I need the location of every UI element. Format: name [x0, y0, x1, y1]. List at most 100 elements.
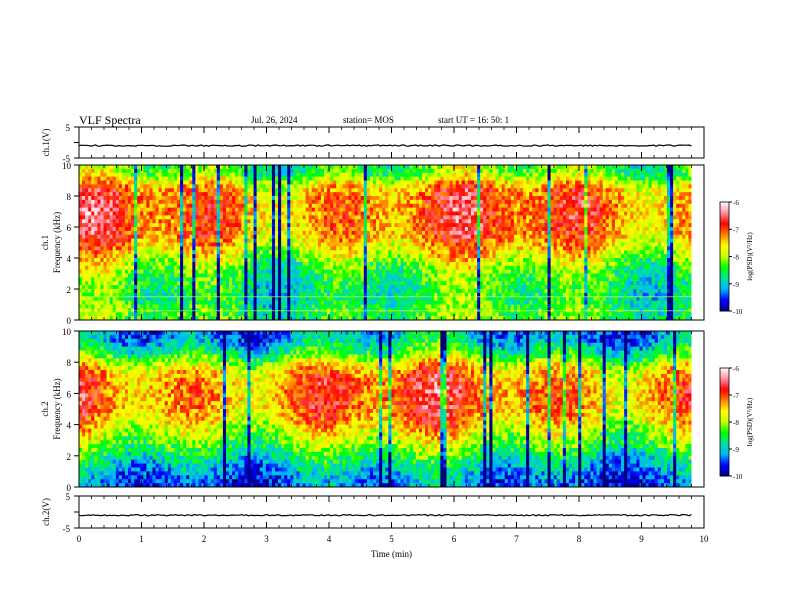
spectrogram-cell: [296, 242, 300, 247]
spectrogram-cell: [262, 316, 267, 321]
spectrogram-cell: [376, 261, 380, 267]
spectrogram-cell: [149, 285, 153, 290]
spectrogram-cell: [327, 265, 331, 271]
spectrogram-cell: [115, 223, 120, 228]
spectrogram-cell: [333, 223, 337, 228]
spectrogram-cell: [149, 165, 153, 170]
spectrogram-cell: [449, 246, 454, 251]
spectrogram-cell: [177, 265, 181, 271]
spectrogram-cell: [152, 219, 156, 224]
spectrogram-cell: [106, 199, 111, 205]
spectrogram-cell: [271, 196, 276, 201]
spectrogram-cell: [256, 227, 261, 232]
spectrogram-cell: [333, 215, 337, 220]
spectrogram-cell: [373, 292, 377, 298]
spectrogram-cell: [391, 199, 395, 205]
spectrogram-cell: [455, 223, 460, 228]
spectrogram-cell: [137, 211, 141, 216]
spectrogram-cell: [287, 300, 291, 305]
spectrogram-cell: [161, 207, 166, 212]
spectrogram-cell: [109, 227, 114, 232]
spectrogram-cell: [115, 261, 120, 267]
spectrogram-cell: [452, 238, 457, 243]
spectrogram-cell: [320, 296, 325, 302]
spectrogram-cell: [339, 238, 343, 243]
spectrogram-cell: [204, 227, 209, 232]
spectrogram-cell: [207, 312, 212, 317]
spectrogram-cell: [189, 207, 193, 212]
spectrogram-cell: [409, 199, 414, 205]
spectrogram-cell: [213, 265, 218, 271]
spectrogram-cell: [320, 273, 325, 278]
spectrogram-cell: [403, 227, 408, 232]
spectrogram-cell: [428, 211, 432, 216]
spectrogram-cell: [210, 203, 215, 209]
spectrogram-cell: [271, 265, 276, 271]
spectrogram-cell: [366, 180, 371, 185]
spectrogram-cell: [124, 172, 129, 178]
spectrogram-cell: [452, 207, 457, 212]
spectrogram-cell: [235, 312, 239, 317]
spectrogram-cell: [299, 258, 303, 263]
spectrogram-cell: [115, 219, 120, 224]
spectrogram-cell: [281, 289, 285, 294]
spectrogram-cell: [131, 180, 135, 185]
spectrogram-cell: [354, 269, 359, 274]
spectrogram-cell: [317, 242, 322, 247]
spectrogram-cell: [131, 211, 135, 216]
spectrogram-cell: [103, 292, 107, 298]
spectrogram-cell: [128, 304, 132, 309]
spectrogram-cell: [284, 203, 288, 209]
spectrogram-cell: [299, 312, 303, 317]
spectrogram-cell: [360, 230, 365, 236]
spectrogram-cell: [213, 207, 218, 212]
spectrogram-cell: [94, 289, 98, 294]
spectrogram-cell: [149, 246, 153, 251]
spectrogram-cell: [382, 277, 386, 282]
spectrogram-cell: [311, 219, 316, 224]
spectrogram-cell: [434, 246, 438, 251]
spectrogram-cell: [382, 211, 386, 216]
spectrogram-cell: [412, 250, 417, 255]
spectrogram-cell: [271, 296, 276, 302]
spectrogram-cell: [210, 246, 215, 251]
spectrogram-cell: [351, 289, 356, 294]
spectrogram-cell: [167, 273, 172, 278]
spectrogram-cell: [400, 184, 405, 189]
spectrogram-cell: [348, 242, 352, 247]
spectrogram-cell: [241, 242, 245, 247]
spectrogram-cell: [131, 300, 135, 305]
spectrogram-cell: [216, 168, 221, 174]
spectrogram-cell: [241, 269, 245, 274]
spectrogram-cell: [351, 273, 356, 278]
spectrogram-cell: [100, 211, 104, 216]
spectrogram-cell: [434, 165, 438, 170]
spectrogram-cell: [146, 265, 150, 271]
spectrogram-cell: [345, 165, 349, 170]
spectrogram-cell: [406, 254, 411, 259]
spectrogram-cell: [180, 292, 184, 298]
spectrogram-cell: [262, 192, 267, 197]
spectrogram-cell: [152, 207, 156, 212]
spectrogram-cell: [229, 168, 233, 174]
spectrogram-cell: [112, 227, 117, 232]
spectrogram-cell: [235, 316, 239, 321]
spectrogram-cell: [94, 192, 98, 197]
spectrogram-cell: [143, 227, 147, 232]
spectrogram-cell: [302, 172, 307, 178]
spectrogram-cell: [391, 188, 395, 193]
spectrogram-cell: [443, 234, 447, 240]
spectrogram-cell: [333, 242, 337, 247]
spectrogram-cell: [229, 265, 233, 271]
spectrogram-cell: [106, 250, 111, 255]
spectrogram-cell: [357, 180, 362, 185]
spectrogram-cell: [434, 300, 438, 305]
spectrogram-cell: [308, 180, 313, 185]
spectrogram-cell: [406, 312, 411, 317]
spectrogram-cell: [219, 176, 224, 181]
spectrogram-cell: [91, 168, 95, 174]
spectrogram-cell: [106, 277, 111, 282]
spectrogram-cell: [97, 227, 101, 232]
spectrogram-cell: [118, 304, 123, 309]
spectrogram-cell: [85, 246, 89, 251]
